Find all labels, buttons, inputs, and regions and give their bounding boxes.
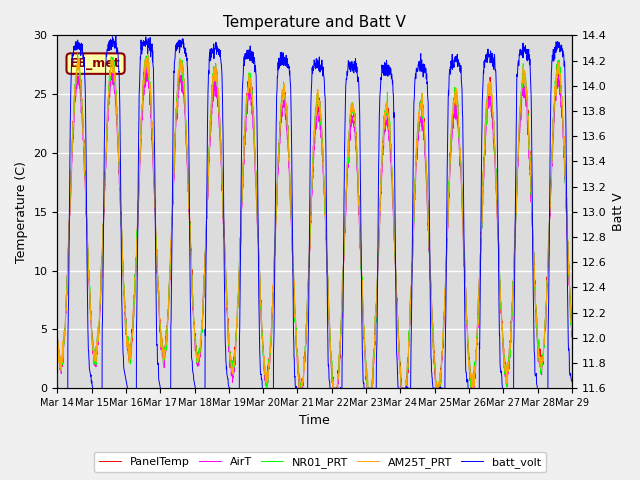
AirT — [330, 385, 337, 391]
batt_volt — [465, 385, 472, 391]
PanelTemp — [523, 95, 531, 100]
AirT — [341, 226, 349, 232]
batt_volt — [269, 444, 277, 449]
batt_volt — [341, 135, 349, 141]
PanelTemp — [197, 336, 205, 342]
NR01_PRT — [465, 348, 472, 354]
batt_volt — [54, 371, 61, 377]
AM25T_PRT — [568, 327, 576, 333]
AirT — [465, 344, 472, 350]
PanelTemp — [54, 336, 61, 341]
AM25T_PRT — [296, 385, 304, 391]
NR01_PRT — [523, 88, 531, 94]
NR01_PRT — [330, 384, 337, 390]
PanelTemp — [465, 348, 472, 354]
batt_volt — [330, 385, 337, 391]
AM25T_PRT — [330, 385, 337, 391]
NR01_PRT — [54, 339, 61, 345]
AirT — [197, 336, 205, 342]
NR01_PRT — [341, 227, 349, 232]
X-axis label: Time: Time — [300, 414, 330, 427]
AirT — [142, 65, 150, 71]
PanelTemp — [341, 224, 349, 230]
AirT — [296, 385, 303, 391]
PanelTemp — [144, 52, 152, 58]
batt_volt — [523, 57, 531, 62]
AM25T_PRT — [523, 86, 531, 92]
Legend: PanelTemp, AirT, NR01_PRT, AM25T_PRT, batt_volt: PanelTemp, AirT, NR01_PRT, AM25T_PRT, ba… — [94, 452, 546, 472]
Line: NR01_PRT: NR01_PRT — [58, 54, 572, 388]
Line: AM25T_PRT: AM25T_PRT — [58, 54, 572, 388]
Y-axis label: Temperature (C): Temperature (C) — [15, 161, 28, 263]
batt_volt — [537, 404, 545, 410]
NR01_PRT — [568, 323, 576, 329]
AirT — [537, 369, 545, 375]
NR01_PRT — [537, 365, 545, 371]
Line: PanelTemp: PanelTemp — [58, 55, 572, 388]
AM25T_PRT — [54, 335, 61, 341]
PanelTemp — [330, 385, 337, 391]
AirT — [568, 334, 576, 340]
AM25T_PRT — [144, 51, 152, 57]
AM25T_PRT — [465, 343, 472, 348]
AirT — [54, 337, 61, 343]
PanelTemp — [296, 385, 303, 391]
Text: EE_met: EE_met — [70, 57, 121, 70]
NR01_PRT — [197, 333, 205, 338]
PanelTemp — [537, 366, 545, 372]
Y-axis label: Batt V: Batt V — [612, 192, 625, 231]
AM25T_PRT — [341, 226, 349, 232]
batt_volt — [112, 33, 120, 38]
Line: AirT: AirT — [58, 68, 572, 388]
Title: Temperature and Batt V: Temperature and Batt V — [223, 15, 406, 30]
AM25T_PRT — [197, 334, 205, 339]
PanelTemp — [568, 324, 576, 329]
NR01_PRT — [74, 51, 81, 57]
batt_volt — [197, 416, 205, 421]
AM25T_PRT — [537, 365, 545, 371]
Line: batt_volt: batt_volt — [58, 36, 572, 446]
NR01_PRT — [263, 385, 271, 391]
AirT — [523, 100, 531, 106]
batt_volt — [568, 378, 576, 384]
